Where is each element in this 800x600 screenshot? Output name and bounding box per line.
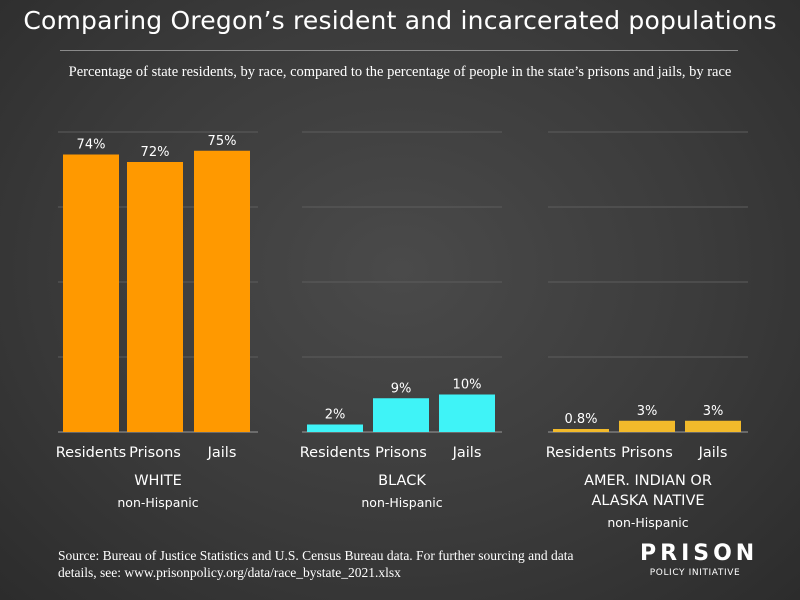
bar-amer-indian-or-alaska-native-residents [553, 429, 609, 432]
group-name-label: ALASKA NATIVE [591, 493, 704, 509]
data-label: 2% [325, 408, 346, 423]
group-note-label: non-Hispanic [361, 495, 442, 510]
data-label: 10% [453, 378, 482, 393]
category-tick-label: Residents [56, 445, 126, 461]
logo-sub-text: POLICY INITIATIVE [649, 568, 741, 578]
data-label: 75% [208, 134, 237, 149]
group-name-label: WHITE [134, 473, 182, 489]
prison-policy-logo: PRISON POLICY INITIATIVE [640, 541, 759, 580]
data-label: 74% [77, 138, 106, 153]
bar-black-residents [307, 424, 363, 432]
group-note-label: non-Hispanic [607, 515, 688, 530]
bar-amer-indian-or-alaska-native-jails [685, 420, 741, 432]
bar-black-prisons [373, 398, 429, 432]
data-label: 3% [637, 404, 658, 419]
group-name-label: AMER. INDIAN OR [584, 473, 712, 489]
logo-main-text: PRISON [640, 541, 759, 566]
bar-white-jails [194, 150, 250, 432]
category-tick-label: Residents [300, 445, 370, 461]
category-tick-label: Jails [698, 445, 728, 461]
data-label: 3% [703, 404, 724, 419]
bar-white-prisons [127, 162, 183, 432]
title-divider [60, 50, 738, 51]
category-tick-label: Residents [546, 445, 616, 461]
data-label: 0.8% [564, 412, 597, 427]
category-tick-label: Prisons [621, 445, 673, 461]
bar-amer-indian-or-alaska-native-prisons [619, 420, 675, 432]
data-label: 9% [391, 381, 412, 396]
bar-black-jails [439, 394, 495, 432]
category-tick-label: Jails [452, 445, 482, 461]
data-label: 72% [141, 145, 170, 160]
category-tick-label: Prisons [375, 445, 427, 461]
category-tick-label: Jails [207, 445, 237, 461]
chart-subtitle: Percentage of state residents, by race, … [68, 64, 732, 80]
chart-title: Comparing Oregon’s resident and incarcer… [23, 6, 777, 35]
group-name-label: BLACK [378, 473, 426, 489]
bar-white-residents [63, 154, 119, 432]
category-tick-label: Prisons [129, 445, 181, 461]
group-note-label: non-Hispanic [117, 495, 198, 510]
source-note: Source: Bureau of Justice Statistics and… [58, 548, 574, 580]
